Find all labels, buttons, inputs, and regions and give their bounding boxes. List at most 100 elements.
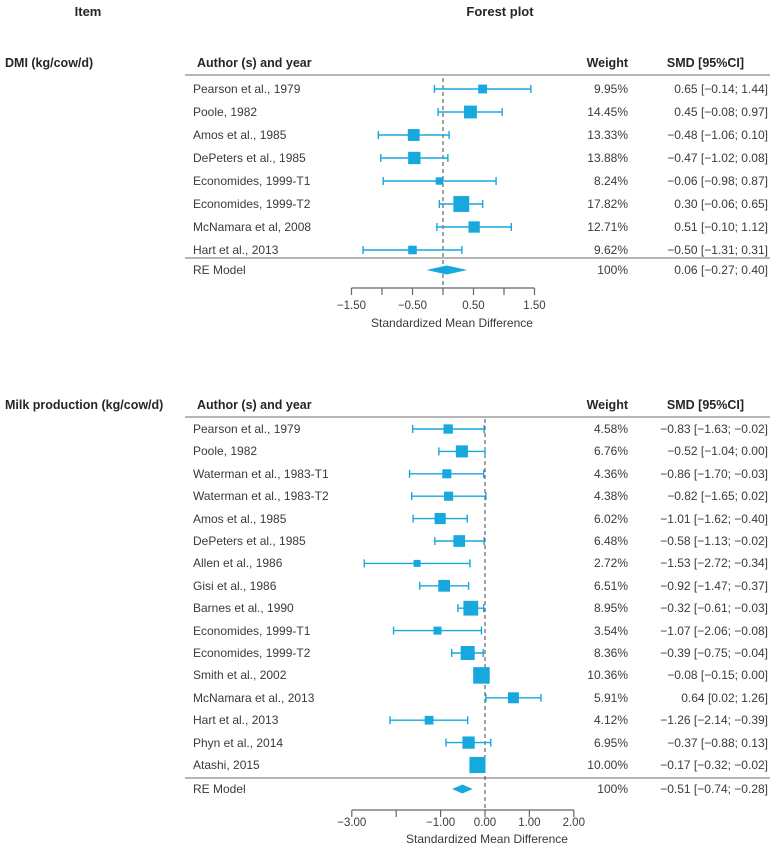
study-smd: −0.08 [−0.15; 0.00]: [667, 668, 768, 683]
study-weight: 3.54%: [593, 623, 628, 638]
study-marker: [455, 445, 468, 458]
study-weight: 10.00%: [587, 758, 628, 772]
study-author: Waterman et al., 1983-T2: [193, 489, 329, 504]
study-author: Poole, 1982: [193, 444, 258, 459]
x-axis-title: Standardized Mean Difference: [406, 832, 568, 846]
column-header-smd: SMD [95%CI]: [666, 56, 744, 70]
x-axis-tick-label: −0.50: [397, 300, 428, 312]
x-axis-tick-label: 0.50: [462, 300, 485, 312]
study-weight: 13.88%: [587, 151, 628, 165]
summary-weight: 100%: [597, 263, 628, 277]
study-author: McNamara et al, 2008: [193, 220, 312, 234]
study-weight: 4.58%: [593, 422, 628, 436]
study-weight: 6.95%: [593, 735, 628, 750]
study-weight: 2.72%: [593, 556, 628, 571]
x-axis-title: Standardized Mean Difference: [371, 316, 533, 330]
study-author: Economides, 1999-T2: [193, 646, 311, 660]
x-axis-tick-label: −3.00: [337, 817, 367, 829]
study-marker: [434, 513, 446, 525]
study-weight: 9.62%: [593, 243, 628, 257]
study-marker: [442, 469, 452, 479]
study-marker: [433, 626, 442, 635]
study-marker: [408, 245, 417, 255]
column-header-weight: Weight: [586, 56, 628, 70]
column-header-weight: Weight: [586, 398, 628, 412]
study-marker: [507, 692, 519, 704]
study-weight: 17.82%: [587, 197, 628, 211]
panel-label: DMI (kg/cow/d): [5, 56, 94, 70]
study-smd: −0.48 [−1.06; 0.10]: [667, 128, 768, 142]
study-author: DePeters et al., 1985: [193, 534, 306, 548]
study-marker: [408, 151, 421, 165]
study-marker: [443, 424, 453, 434]
study-weight: 6.02%: [593, 511, 628, 526]
study-smd: −0.39 [−0.75; −0.04]: [660, 646, 768, 660]
study-author: Economides, 1999-T1: [193, 174, 311, 188]
x-axis-tick-label: 2.00: [562, 817, 585, 829]
study-author: Pearson et al., 1979: [193, 82, 301, 96]
study-marker: [453, 535, 466, 547]
study-smd: −0.82 [−1.65; 0.02]: [667, 489, 768, 504]
study-author: Phyn et al., 2014: [193, 735, 284, 750]
study-smd: −1.53 [−2.72; −0.34]: [660, 556, 768, 571]
study-marker: [413, 559, 421, 567]
study-weight: 4.12%: [593, 713, 628, 728]
column-header-author: Author (s) and year: [197, 398, 312, 412]
study-author: Smith et al., 2002: [193, 668, 287, 683]
x-axis-tick-label: 0.00: [473, 817, 497, 829]
study-author: Pearson et al., 1979: [193, 422, 301, 436]
study-author: Gisi et al., 1986: [193, 578, 277, 593]
study-weight: 6.76%: [593, 444, 628, 459]
study-smd: −0.06 [−0.98; 0.87]: [667, 174, 768, 188]
study-marker: [407, 129, 420, 141]
study-smd: −0.37 [−0.88; 0.13]: [667, 735, 768, 750]
study-marker: [453, 196, 470, 212]
x-axis-tick-label: 1.00: [518, 817, 541, 829]
study-weight: 10.36%: [587, 668, 628, 683]
item-column-title: Item: [74, 4, 102, 19]
study-smd: −1.26 [−2.14; −0.39]: [660, 713, 768, 728]
summary-label: RE Model: [193, 263, 246, 277]
study-marker: [464, 105, 477, 119]
study-marker: [435, 177, 444, 185]
summary-diamond: [452, 784, 473, 794]
study-author: Hart et al., 2013: [193, 713, 279, 728]
study-author: McNamara et al., 2013: [193, 690, 315, 705]
study-smd: −0.58 [−1.13; −0.02]: [660, 534, 768, 548]
column-header-smd: SMD [95%CI]: [666, 398, 744, 412]
study-smd: −0.32 [−0.61; −0.03]: [660, 601, 768, 616]
study-author: Hart et al., 2013: [193, 243, 279, 257]
study-marker: [478, 84, 488, 94]
study-author: Economides, 1999-T1: [193, 623, 311, 638]
panel-label: Milk production (kg/cow/d): [5, 398, 164, 412]
study-weight: 6.51%: [593, 578, 628, 593]
x-axis-tick-label: 1.50: [523, 300, 546, 312]
x-axis-tick-label: −1.00: [426, 817, 456, 829]
study-weight: 13.33%: [587, 128, 628, 142]
forest-plot-column-title: Forest plot: [466, 4, 534, 19]
study-weight: 4.36%: [593, 466, 628, 481]
study-weight: 8.36%: [593, 646, 628, 660]
study-marker: [424, 715, 434, 725]
study-author: Amos et al., 1985: [193, 511, 287, 526]
study-smd: 0.51 [−0.10; 1.12]: [674, 220, 768, 234]
study-marker: [473, 667, 490, 684]
study-author: Barnes et al., 1990: [193, 601, 294, 616]
study-weight: 5.91%: [593, 690, 628, 705]
summary-diamond: [426, 265, 468, 275]
study-marker: [468, 221, 480, 233]
study-smd: −0.86 [−1.70; −0.03]: [660, 466, 768, 481]
study-marker: [438, 579, 451, 592]
study-weight: 8.24%: [593, 174, 628, 188]
study-author: DePeters et al., 1985: [193, 151, 306, 165]
summary-smd: −0.51 [−0.74; −0.28]: [660, 782, 768, 796]
study-smd: −1.07 [−2.06; −0.08]: [660, 623, 768, 638]
study-marker: [462, 736, 475, 749]
study-smd: 0.64 [0.02; 1.26]: [681, 690, 768, 705]
study-marker: [444, 491, 454, 501]
study-weight: 8.95%: [593, 601, 628, 616]
study-author: Economides, 1999-T2: [193, 197, 311, 211]
study-author: Allen et al., 1986: [193, 556, 283, 571]
